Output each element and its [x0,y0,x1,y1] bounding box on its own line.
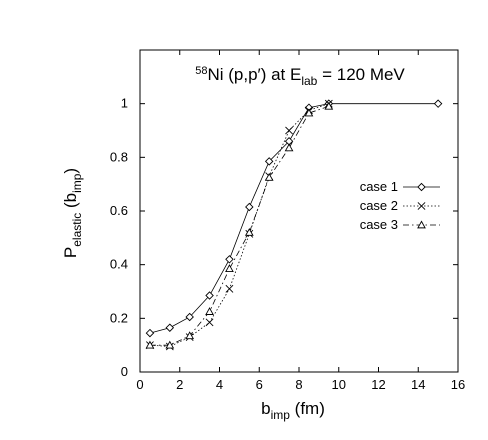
legend: case 1 case 2 case 3 [360,179,440,232]
data-point-marker [264,157,274,166]
data-point-marker [145,328,155,338]
data-point-marker [165,323,175,332]
x-tick-label: 10 [332,377,346,392]
data-point-marker [145,340,155,349]
x-tick-label: 14 [411,377,425,392]
x-tick-label: 6 [256,377,263,392]
legend-item: case 3 [360,217,440,232]
y-tick-label: 0.6 [110,203,128,218]
data-point-marker [264,172,274,181]
data-point-marker [245,202,254,212]
legend-item: case 1 [360,179,440,194]
data-point-marker [284,143,294,152]
series-3 [145,101,334,349]
x-axis-label: bimp (fm) [261,399,325,422]
y-tick-label: 1 [121,96,128,111]
legend-item: case 2 [360,198,440,213]
legend-label: case 2 [360,198,398,213]
chart-title: 58Ni (p,p′) at Elab = 120 MeV [195,65,405,88]
x-tick-label: 0 [136,377,143,392]
y-axis-label: Pelastic (bimp) [61,168,84,258]
data-point-marker [165,340,175,349]
plot-frame [139,49,459,373]
x-tick-label: 16 [451,377,465,392]
data-point-marker [205,307,214,315]
legend-marker [417,182,426,192]
x-tick-label: 12 [371,377,385,392]
data-point-marker [225,264,234,273]
data-point-marker [244,227,254,236]
legend-label: case 1 [360,179,398,194]
series-line [149,105,329,346]
y-tick-label: 0.4 [110,257,128,272]
data-point-marker [205,318,214,327]
data-point-marker [285,126,293,135]
x-tick-label: 4 [216,377,223,392]
legend-label: case 3 [360,217,398,232]
data-point-marker [433,99,443,108]
data-point-marker [185,312,194,322]
data-point-marker [185,331,195,340]
series-layer [145,99,443,351]
y-tick-label: 0.2 [110,310,128,325]
data-point-marker [324,101,334,110]
data-point-marker [225,284,234,293]
y-tick-label: 0 [121,364,128,379]
data-point-marker [304,108,314,117]
data-point-marker [225,255,234,264]
y-tick-label: 0.8 [110,149,128,164]
series-line [149,103,329,347]
x-tick-label: 8 [295,377,302,392]
x-axis-ticks: 0 2 4 6 8 10 12 14 16 [136,50,465,392]
y-axis-ticks: 0 0.2 0.4 0.6 0.8 1 [110,96,458,379]
series-2 [146,99,333,351]
x-tick-label: 2 [176,377,183,392]
legend-marker [417,202,426,210]
data-point-marker [205,291,214,300]
legend-marker [417,220,426,229]
